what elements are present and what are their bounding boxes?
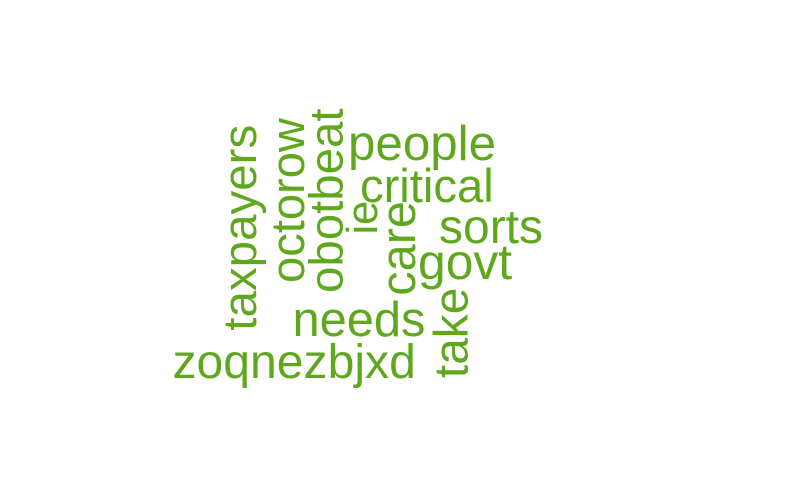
word-zoqnezbjxd: zoqnezbjxd <box>172 335 416 389</box>
word-sorts: sorts <box>439 201 544 254</box>
word-care: care <box>371 200 426 296</box>
word-taxpayers: taxpayers <box>214 124 268 331</box>
word-needs: needs <box>292 292 426 347</box>
word-govt: govt <box>418 234 513 290</box>
word-people: people <box>348 115 497 171</box>
word-take: take <box>425 287 479 379</box>
word-critical: critical <box>360 159 494 213</box>
